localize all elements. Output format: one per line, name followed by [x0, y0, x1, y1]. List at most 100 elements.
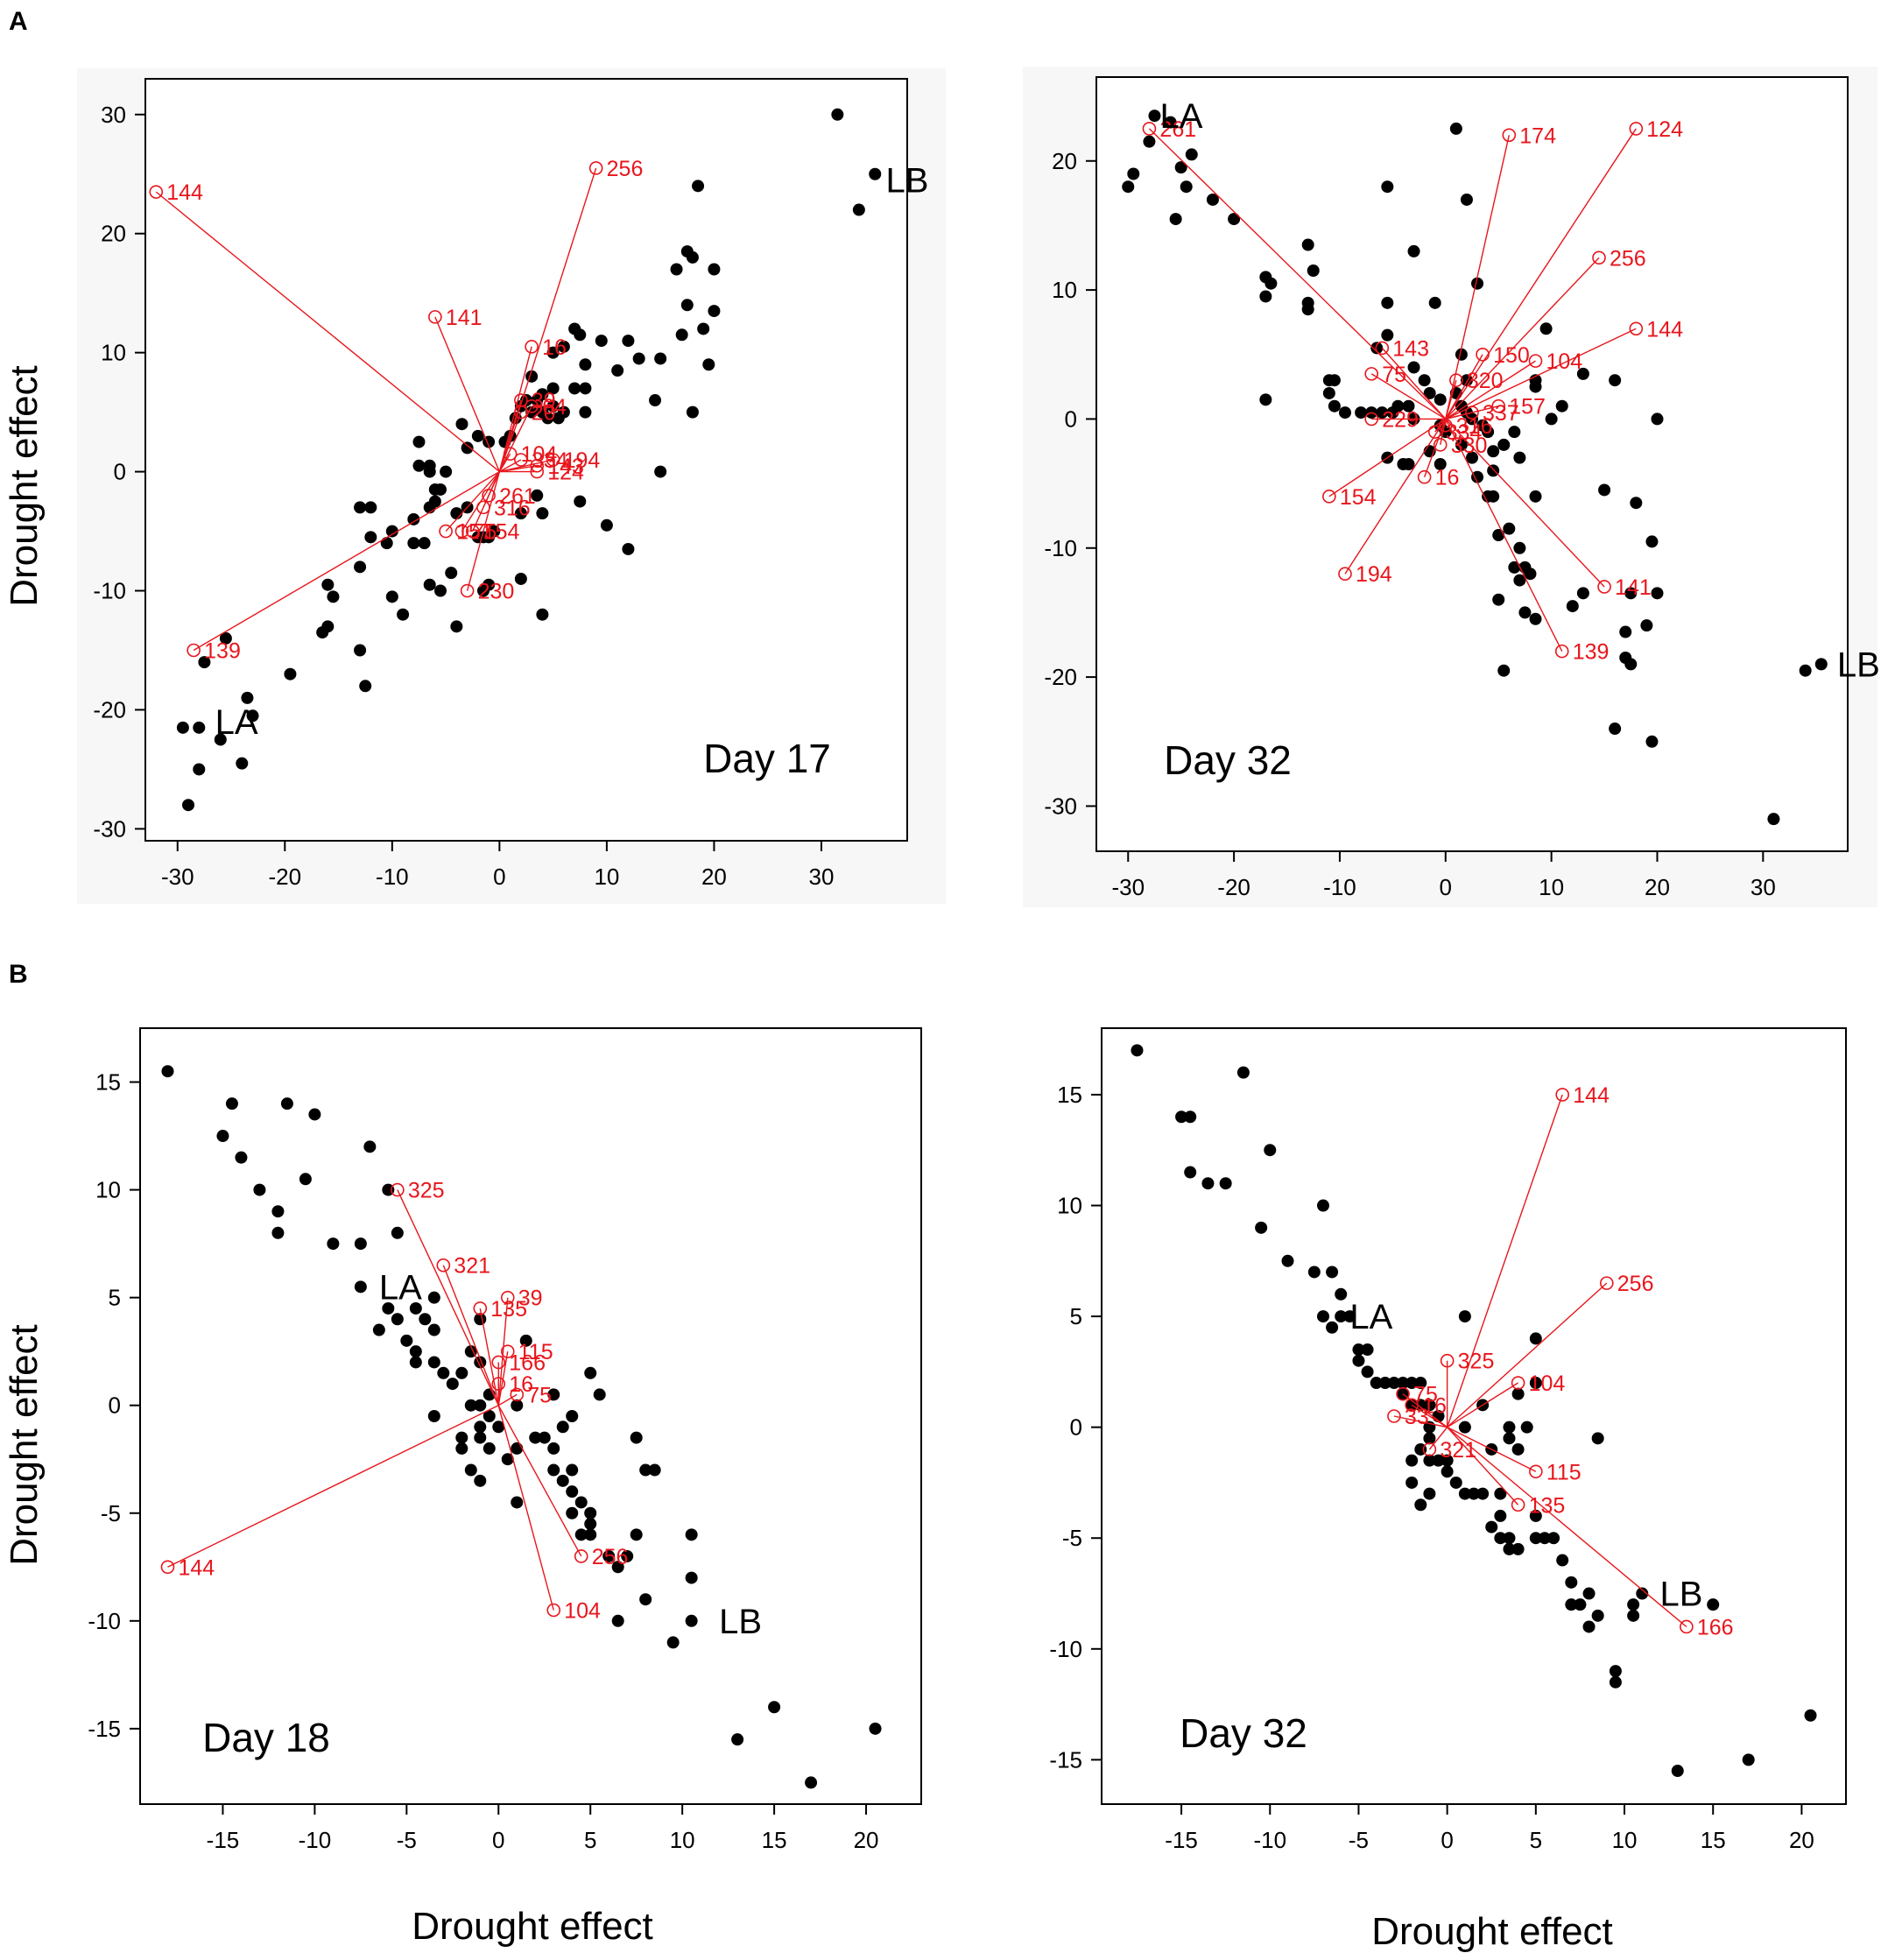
data-point [1576, 587, 1589, 600]
vector-endpoint [1422, 1442, 1437, 1456]
data-point [385, 590, 398, 603]
data-point [1598, 483, 1611, 497]
data-point [1143, 135, 1156, 148]
data-point [1281, 1254, 1294, 1267]
data-point [382, 1301, 395, 1315]
group-label: LA [1160, 97, 1203, 136]
data-point [1511, 1387, 1525, 1400]
data-point [1487, 445, 1500, 458]
vector-label: 16 [1435, 466, 1460, 490]
group-label: LB [1837, 645, 1880, 684]
vector-label: 154 [483, 520, 520, 545]
vector-line [1148, 128, 1447, 419]
data-point [1301, 303, 1314, 316]
data-point [1301, 238, 1314, 251]
data-point [511, 1442, 524, 1455]
data-point [216, 1130, 229, 1143]
vector-endpoint [436, 1258, 451, 1273]
data-point [1185, 148, 1198, 161]
data-point [464, 1399, 477, 1412]
data-point [1407, 244, 1420, 257]
vector-line [498, 453, 511, 472]
data-point [1455, 348, 1468, 361]
data-point [685, 1571, 698, 1584]
data-point [419, 1313, 432, 1326]
vector-line [1447, 1382, 1518, 1428]
vector-endpoint [465, 524, 480, 539]
data-point [593, 1388, 606, 1401]
x-tick-label: 10 [670, 1827, 695, 1853]
vector-label: 261 [499, 484, 536, 509]
vector-label: 115 [518, 1340, 553, 1364]
vector-endpoint [149, 185, 164, 199]
data-point [622, 335, 635, 348]
data-point [418, 537, 431, 550]
data-point [731, 1733, 744, 1746]
data-point [566, 1485, 579, 1498]
vector-endpoint [1529, 1464, 1543, 1479]
data-point [632, 352, 645, 365]
data-point [1326, 1321, 1339, 1334]
vector-line [1445, 354, 1483, 419]
vector-label: 256 [592, 1545, 629, 1569]
vector-endpoint [1387, 1409, 1401, 1423]
data-point [552, 412, 565, 425]
vector-label: 39 [518, 1287, 543, 1311]
data-point [557, 340, 570, 353]
data-point [852, 203, 865, 216]
data-point [1518, 606, 1532, 619]
data-point [1576, 367, 1589, 380]
vector-label: 141 [1615, 575, 1652, 600]
data-point [1387, 1377, 1400, 1390]
data-point [1485, 1520, 1498, 1533]
data-point [702, 358, 715, 371]
vector-line [1447, 1427, 1537, 1472]
vector-line [1447, 1427, 1687, 1628]
data-point [514, 507, 527, 520]
data-point [193, 763, 206, 776]
data-point [1468, 1487, 1480, 1500]
vector-label: 16 [1422, 1393, 1447, 1418]
data-point [1767, 813, 1780, 826]
data-point [768, 1701, 781, 1714]
vector-label: 75 [527, 1383, 552, 1407]
vector-endpoint [1364, 367, 1378, 381]
data-point [639, 1593, 652, 1606]
data-point [566, 1463, 579, 1477]
vector-line [1445, 128, 1637, 419]
data-point [1497, 438, 1511, 451]
data-point [1503, 1542, 1516, 1555]
vector-endpoint [546, 1603, 561, 1618]
y-tick-label: -15 [1049, 1746, 1082, 1773]
data-point [648, 1463, 661, 1477]
vector-line [1445, 257, 1600, 419]
data-point [1405, 1454, 1419, 1467]
data-point [474, 1474, 487, 1487]
data-point [1391, 399, 1405, 412]
data-point [450, 507, 463, 520]
data-point [1511, 1542, 1525, 1555]
data-point [566, 1506, 579, 1519]
data-point [556, 1474, 569, 1487]
vector-label: 174 [1519, 123, 1556, 148]
data-point [391, 1226, 404, 1239]
data-point [1255, 1221, 1268, 1234]
data-point [1407, 361, 1420, 374]
x-tick-label: -5 [1349, 1827, 1369, 1853]
vector-line [1370, 373, 1447, 420]
data-point [1476, 1487, 1490, 1500]
panel-label-a: A [9, 7, 28, 36]
vector-line [1446, 1094, 1563, 1428]
group-label: LB [719, 1603, 762, 1641]
data-point [1265, 277, 1278, 290]
vector-line [442, 1265, 499, 1406]
vector-endpoint [1629, 122, 1644, 136]
data-point [1376, 406, 1389, 419]
data-point [1494, 1487, 1507, 1500]
data-point [198, 656, 211, 669]
x-axis-label-left: Drought effect [412, 1905, 653, 1948]
x-tick-label: 0 [493, 864, 505, 890]
vector-line [1445, 328, 1637, 420]
vector-label: 157 [1509, 395, 1546, 419]
data-point [246, 709, 259, 723]
